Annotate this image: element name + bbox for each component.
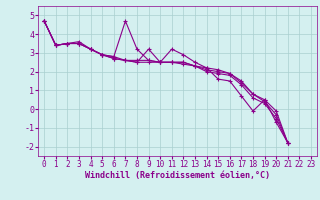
X-axis label: Windchill (Refroidissement éolien,°C): Windchill (Refroidissement éolien,°C)	[85, 171, 270, 180]
